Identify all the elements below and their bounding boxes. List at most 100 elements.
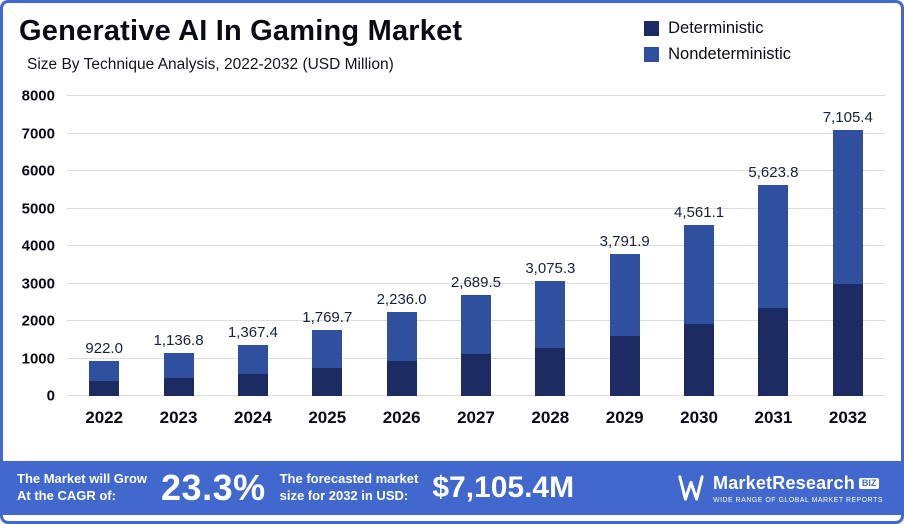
bar-group-2030: 4,561.1 <box>662 96 736 396</box>
bar-segment-nondeterministic <box>237 344 268 375</box>
y-axis-tick: 7000 <box>21 125 55 142</box>
y-axis-tick: 1000 <box>21 350 55 367</box>
bars-container: 922.0 1,136.8 1,367.4 1,769.7 2,236.0 2,689.5… <box>67 96 885 396</box>
x-axis-label-2031: 2031 <box>754 408 793 427</box>
bar-segment-deterministic <box>535 347 566 396</box>
forecast-label: The forecasted market size for 2032 in U… <box>280 471 419 505</box>
bar-segment-deterministic <box>312 368 343 396</box>
logo-brand-suffix: BIZ <box>858 477 880 489</box>
logo-tagline: WIDE RANGE OF GLOBAL MARKET REPORTS <box>713 496 883 504</box>
x-axis-label-2024: 2024 <box>233 408 272 427</box>
logo-text-row: MarketResearch BIZ <box>713 473 883 494</box>
bar-total-label: 7,105.4 <box>822 108 873 126</box>
forecast-label-line2: size for 2032 in USD: <box>279 488 409 503</box>
y-axis: 0 1000 2000 3000 4000 5000 6000 7000 8000 <box>3 88 67 405</box>
gridline <box>67 245 885 246</box>
bar-segment-nondeterministic <box>684 224 715 325</box>
bar-total-label: 3,791.9 <box>599 232 650 250</box>
bar-group-2023: 1,136.8 <box>141 96 215 396</box>
legend-swatch-deterministic <box>644 21 660 36</box>
bar-segment-deterministic <box>163 378 194 396</box>
x-axis-label-2030: 2030 <box>680 408 718 427</box>
y-axis-tick: 5000 <box>21 200 55 217</box>
bar-group-2032: 7,105.4 <box>811 96 885 396</box>
legend-swatch-nondeterministic <box>644 47 660 62</box>
x-axis-label-2029: 2029 <box>605 408 644 427</box>
x-axis-label-2026: 2026 <box>382 408 421 427</box>
gridline <box>67 132 885 134</box>
x-axis-label-2032: 2032 <box>828 408 867 427</box>
bar-segment-nondeterministic <box>89 361 120 382</box>
bar-total-label: 5,623.8 <box>748 164 799 182</box>
x-axis-label-2028: 2028 <box>531 408 570 427</box>
cagr-value: 23.3% <box>161 467 266 508</box>
y-axis-tick: 4000 <box>21 237 55 255</box>
bar-segment-nondeterministic <box>386 312 417 361</box>
bar-total-label: 1,136.8 <box>153 332 204 350</box>
plot-area: 922.0 1,136.8 1,367.4 1,769.7 2,236.0 2,689.5… <box>67 95 885 396</box>
chart-area: 0 1000 2000 3000 4000 5000 6000 7000 8000 922.0 1… <box>3 88 901 405</box>
bar-total-label: 2,689.5 <box>450 274 501 292</box>
cagr-label: The Market will Grow At the CAGR of: <box>17 471 147 505</box>
gridline <box>67 282 885 284</box>
bar-group-2022: 922.0 <box>67 96 141 396</box>
bar-total-label: 922.0 <box>85 340 123 358</box>
bar-total-label: 2,236.0 <box>376 291 427 309</box>
y-axis-tick: 2000 <box>21 312 55 330</box>
x-axis-label-2027: 2027 <box>457 408 495 427</box>
chart-legend: Deterministic Nondeterministic <box>644 15 791 64</box>
bar-total-label: 4,561.1 <box>674 203 725 221</box>
bar-group-2029: 3,791.9 <box>588 96 662 396</box>
bar-segment-nondeterministic <box>163 353 194 378</box>
x-axis-label-2025: 2025 <box>308 408 347 427</box>
bar-segment-deterministic <box>237 374 268 396</box>
bar-segment-deterministic <box>89 381 120 396</box>
legend-label: Deterministic <box>668 19 764 37</box>
title-block: Generative AI In Gaming Market Size By T… <box>19 15 462 74</box>
bar-segment-deterministic <box>386 360 417 396</box>
bar-segment-deterministic <box>460 353 491 396</box>
bar-group-2027: 2,689.5 <box>439 96 513 396</box>
logo-brand-name: MarketResearch <box>713 472 855 493</box>
gridline <box>67 170 885 171</box>
bar-segment-nondeterministic <box>758 185 789 308</box>
bar-segment-deterministic <box>609 336 640 396</box>
bar-segment-nondeterministic <box>312 329 343 369</box>
bar-group-2024: 1,367.4 <box>216 96 290 396</box>
page-subtitle: Size By Technique Analysis, 2022-2032 (U… <box>27 56 394 73</box>
bar-segment-nondeterministic <box>535 280 566 348</box>
bar-segment-deterministic <box>832 284 863 396</box>
marketresearch-logo: MarketResearch BIZ WIDE RANGE OF GLOBAL … <box>678 473 887 504</box>
bar-group-2031: 5,623.8 <box>736 96 810 396</box>
bar-segment-deterministic <box>684 324 715 396</box>
bar-total-label: 1,769.7 <box>302 308 353 326</box>
x-axis-label-2022: 2022 <box>85 408 124 427</box>
y-axis-tick: 8000 <box>21 87 55 105</box>
bar-segment-nondeterministic <box>609 253 640 337</box>
marketresearch-logo-icon <box>678 473 704 503</box>
forecast-label-line1: The forecasted market <box>279 471 419 487</box>
bar-group-2026: 2,236.0 <box>364 96 438 396</box>
bar-group-2028: 3,075.3 <box>513 96 587 396</box>
legend-item-deterministic: Deterministic <box>644 19 791 38</box>
page-title: Generative AI In Gaming Market <box>19 15 463 47</box>
chart-header: Generative AI In Gaming Market Size By T… <box>3 3 901 74</box>
bar-segment-nondeterministic <box>832 129 863 285</box>
cagr-label-line2: At the CAGR of: <box>17 488 116 503</box>
x-axis: 2022 2023 2024 2025 2026 2027 2028 2029 2030 2031… <box>67 408 901 428</box>
logo-text-block: MarketResearch BIZ WIDE RANGE OF GLOBAL … <box>713 473 883 504</box>
legend-item-nondeterministic: Nondeterministic <box>644 45 791 64</box>
bar-total-label: 3,075.3 <box>525 259 576 277</box>
bar-segment-nondeterministic <box>460 295 491 354</box>
legend-label: Nondeterministic <box>668 45 791 63</box>
footer-banner: The Market will Grow At the CAGR of: 23.… <box>3 461 901 515</box>
bar-segment-deterministic <box>758 307 789 396</box>
y-axis-tick: 3000 <box>21 275 55 292</box>
gridline <box>67 95 885 96</box>
y-axis-tick: 0 <box>46 387 55 405</box>
gridline <box>67 207 885 209</box>
cagr-label-line1: The Market will Grow <box>17 471 148 487</box>
x-axis-label-2023: 2023 <box>159 408 198 427</box>
forecast-value: $7,105.4M <box>432 471 575 504</box>
